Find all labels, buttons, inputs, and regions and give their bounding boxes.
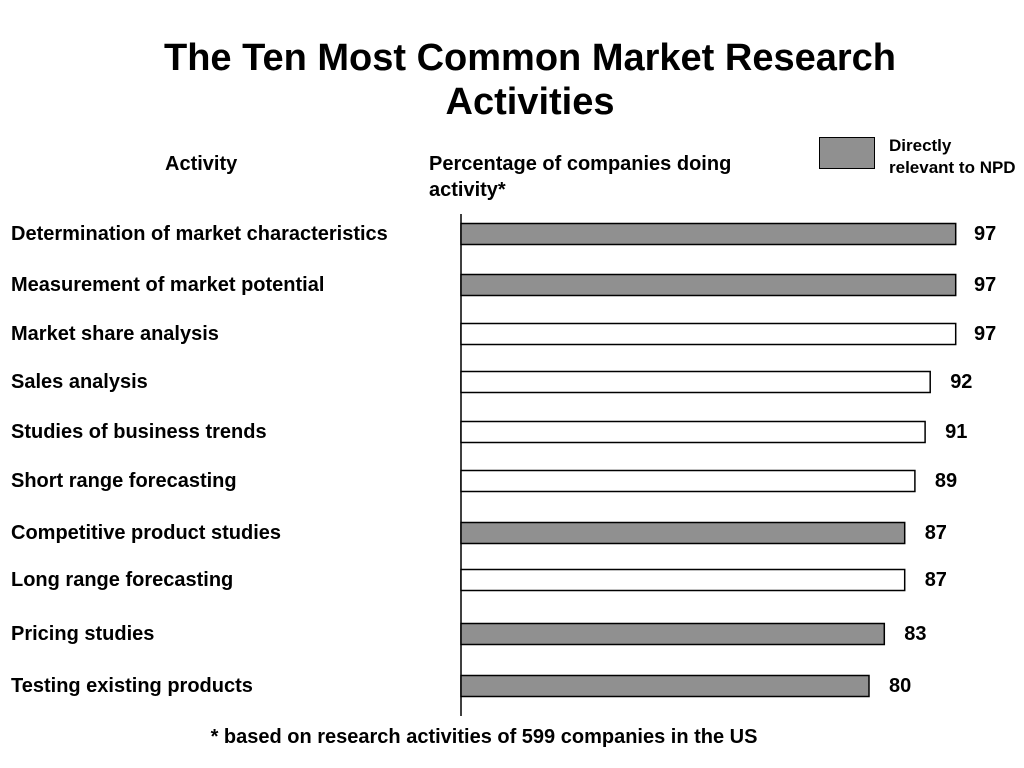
bar-1: [460, 222, 957, 246]
category-label: Studies of business trends: [11, 421, 267, 443]
bar-6: [460, 469, 916, 493]
category-label: Market share analysis: [11, 323, 219, 345]
value-label: 87: [924, 569, 947, 591]
category-label: Long range forecasting: [11, 569, 234, 591]
bar-4: [460, 370, 931, 394]
footnote: * based on research activities of 599 co…: [210, 726, 758, 748]
category-label: Short range forecasting: [11, 470, 237, 492]
bar-5: [460, 420, 926, 444]
category-label: Determination of market characteristics: [11, 223, 388, 245]
value-label: 97: [974, 323, 997, 345]
category-label: Measurement of market potential: [11, 274, 325, 296]
bar-8: [460, 568, 906, 592]
value-label: 80: [889, 675, 912, 697]
value-label: 83: [904, 623, 927, 645]
value-label: 91: [945, 421, 968, 443]
percentage-column-header: Percentage of companies doing activity*: [429, 153, 732, 201]
value-label: 97: [974, 223, 997, 245]
value-label: 87: [924, 522, 947, 544]
chart-title: The Ten Most Common Market Research Acti…: [163, 37, 896, 123]
category-label: Testing existing products: [11, 675, 253, 697]
legend-swatch: [819, 137, 875, 169]
bar-7: [460, 521, 906, 545]
bar-10: [460, 674, 870, 698]
category-label: Pricing studies: [11, 623, 155, 645]
activity-column-header: Activity: [165, 153, 238, 175]
bar-3: [460, 322, 957, 346]
category-label: Sales analysis: [11, 371, 148, 393]
value-label: 97: [974, 274, 997, 296]
legend-label: Directly relevant to NPD: [889, 136, 1016, 177]
category-label: Competitive product studies: [11, 522, 282, 544]
bar-2: [460, 273, 957, 297]
value-label: 89: [934, 470, 958, 492]
bar-9: [460, 622, 886, 646]
value-label: 92: [950, 371, 973, 393]
